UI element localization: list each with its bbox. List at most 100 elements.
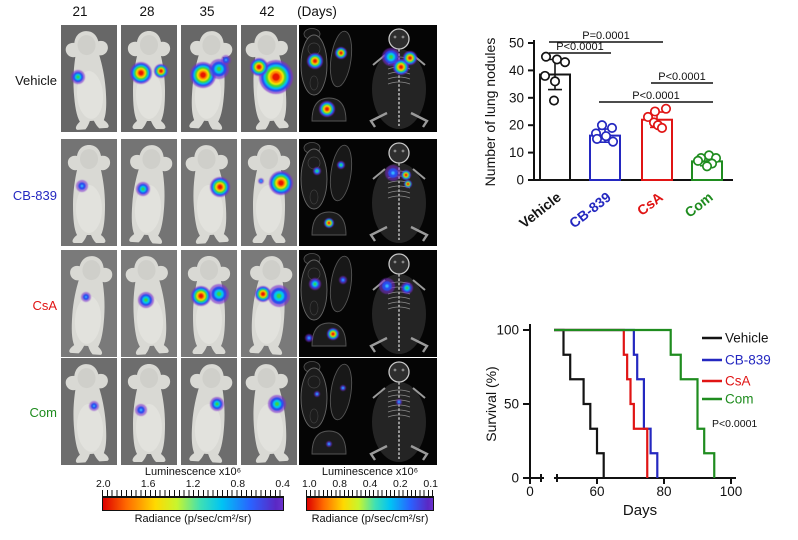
mouse-image-row1-col3 [241, 139, 297, 246]
luminescence-colorbar-ct: Luminescence x10⁶ 1.0 0.8 0.4 0.2 0.1 Ra… [302, 466, 438, 525]
mouse-image-row1-col0 [61, 139, 117, 246]
mouse-image-row0-col1 [121, 25, 177, 132]
survival-curve-Vehicle [554, 328, 605, 478]
luminescence-hotspots [89, 401, 99, 411]
luminescence-hotspots [138, 292, 154, 308]
luminescence-hotspots [314, 385, 346, 447]
mouse-image-row2-col2 [181, 250, 237, 357]
mouse-body [67, 145, 111, 243]
survival-curve-CB-839 [554, 328, 659, 478]
svg-text:0: 0 [511, 471, 519, 486]
survival-curve-Com [554, 328, 716, 478]
mouse-body [69, 256, 113, 355]
svg-text:20: 20 [509, 118, 524, 133]
svg-text:Com: Com [681, 189, 715, 221]
organ-ct-image-row1 [299, 139, 361, 246]
svg-text:10: 10 [509, 145, 524, 160]
luminescence-hotspots [382, 48, 417, 75]
survival-legend: Vehicle CB-839 CsA Com P<0.0001 [702, 331, 771, 430]
svg-text:P<0.0001: P<0.0001 [632, 90, 679, 102]
svg-text:60: 60 [589, 484, 604, 499]
mouse-body [245, 364, 289, 463]
luminescence-hotspots [379, 278, 413, 294]
mouse-body [65, 31, 109, 130]
luminescence-hotspots [258, 171, 293, 195]
luminescence-hotspots [307, 47, 347, 117]
colorbar-radiance-label: Radiance (p/sec/cm²/sr) [311, 513, 429, 525]
row-label-com: Com [29, 405, 57, 420]
mouse-image-row3-col2 [181, 358, 237, 465]
svg-text:100: 100 [496, 323, 519, 338]
colorbar-title: Luminescence x10⁶ [144, 466, 242, 478]
luminescence-hotspots [250, 58, 293, 94]
row-label-cb839: CB-839 [12, 188, 57, 203]
mouse-image-row3-col1 [121, 358, 177, 465]
bar-category-labels: Vehicle CB-839 CsA Com [516, 189, 716, 231]
mouse-image-row1-col1 [121, 139, 177, 246]
day-label-35: 35 [199, 4, 215, 19]
row-label-vehicle: Vehicle [15, 73, 57, 88]
svg-text:P<0.0001: P<0.0001 [556, 41, 603, 53]
luminescence-hotspots [268, 395, 286, 413]
luminescence-hotspots [210, 397, 224, 411]
colorbar-ticks: 2.0 1.6 1.2 0.8 0.4 [96, 478, 290, 490]
svg-text:80: 80 [656, 484, 671, 499]
colorbar-ruler [102, 490, 284, 497]
day-label-28: 28 [139, 4, 155, 19]
survival-axes: 0 50 100 Survival (%) 0 60 80 100 Days [483, 323, 742, 520]
svg-text:0: 0 [526, 484, 534, 499]
colorbar-ticks: 1.0 0.8 0.4 0.2 0.1 [302, 478, 438, 490]
mouse-image-row3-col3 [241, 358, 297, 465]
skeleton-ct-image-row0 [361, 25, 437, 132]
lung-nodules-bar-chart: 0 10 20 30 40 50 Number of lung nodules P=0.000… [482, 30, 733, 231]
luminescence-hotspots [136, 182, 150, 196]
mouse-body [127, 364, 171, 462]
luminescence-hotspots [255, 285, 290, 307]
luminescence-hotspots [81, 292, 91, 302]
day-label-21: 21 [72, 4, 88, 19]
svg-text:0: 0 [516, 173, 524, 188]
luminescence-colorbar-mice: Luminescence x10⁶ 2.0 1.6 1.2 0.8 0.4 Ra… [95, 466, 291, 525]
luminescence-hotspots [130, 62, 168, 84]
skeleton-ct-image-row1 [361, 139, 437, 246]
luminescence-hotspots [191, 284, 229, 306]
luminescence-hotspots [396, 399, 402, 405]
colorbar-ruler [306, 490, 434, 497]
luminescence-hotspots [210, 177, 230, 197]
colorbar-gradient [102, 497, 284, 511]
luminescence-hotspots [305, 276, 347, 342]
mouse-image-row2-col3 [241, 250, 297, 357]
mouse-image-row2-col0 [61, 250, 117, 357]
svg-text:30: 30 [509, 90, 524, 105]
organ-ct-image-row0 [299, 25, 361, 132]
luminescence-hotspots [190, 55, 231, 88]
mouse-body [129, 145, 173, 244]
bioluminescence-panel: 21 28 35 42 (Days) Vehicle CB-839 CsA Co… [12, 4, 438, 525]
mouse-body [185, 145, 229, 244]
colorbar-title: Luminescence x10⁶ [321, 466, 419, 478]
skeleton-ct-image-row3 [361, 358, 437, 465]
mouse-image-row1-col2 [181, 139, 237, 246]
luminescence-hotspots [385, 165, 412, 188]
survival-curve-chart: 0 50 100 Survival (%) 0 60 80 100 Days Vehicle CB-… [483, 323, 771, 520]
svg-text:CsA: CsA [634, 189, 666, 219]
svg-text:Vehicle: Vehicle [516, 189, 564, 231]
svg-text:50: 50 [509, 36, 524, 51]
mouse-image-row0-col3 [241, 25, 297, 132]
scatter-points [539, 51, 722, 172]
survival-curve-CsA [554, 328, 649, 478]
luminescence-hotspots [313, 161, 345, 228]
svg-text:100: 100 [720, 484, 743, 499]
mouse-body [249, 256, 293, 355]
mouse-body [65, 364, 109, 463]
mouse-image-row3-col0 [61, 358, 117, 465]
colorbar-gradient [306, 497, 434, 511]
svg-text:40: 40 [509, 63, 524, 78]
mouse-image-row0-col2 [181, 25, 237, 132]
luminescence-hotspots [76, 180, 88, 192]
svg-text:CB-839: CB-839 [566, 189, 614, 231]
luminescence-hotspots [71, 70, 85, 84]
day-label-days: (Days) [297, 4, 337, 19]
mouse-body [247, 145, 291, 243]
